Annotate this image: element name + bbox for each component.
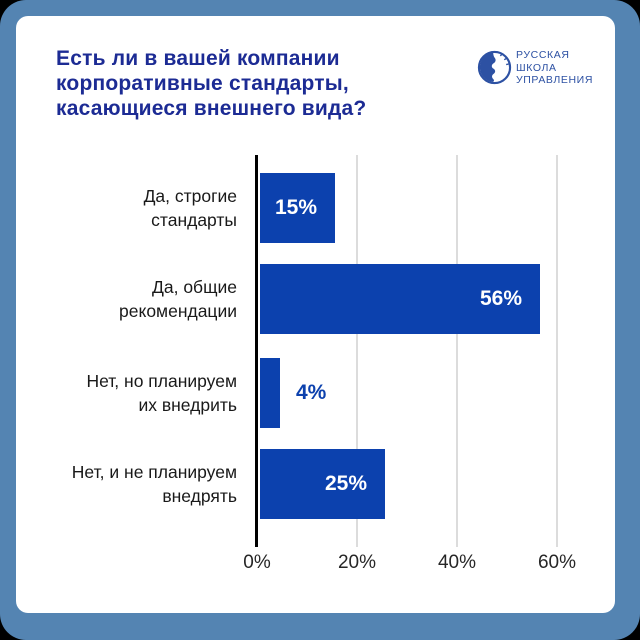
bar-value-label: 15%	[274, 196, 317, 219]
bar	[260, 358, 280, 428]
bar-value-label: 25%	[324, 472, 367, 495]
bar: 15%	[260, 173, 335, 243]
bar-chart: 0% 20% 40% 60% Да, строгие стандарты 15% Да, о…	[16, 16, 615, 613]
x-axis-tick-label: 40%	[437, 552, 477, 573]
gridline	[356, 155, 358, 547]
category-label: Нет, и не планируем внедрять	[71, 462, 237, 506]
category-label: Нет, но планируем их внедрить	[86, 371, 237, 415]
gridline	[456, 155, 458, 547]
bar: 25%	[260, 449, 385, 519]
brand-logo-text: РУССКАЯ ШКОЛА УПРАВЛЕНИЯ	[516, 49, 594, 86]
page-title: Есть ли в вашей компании корпоративные с…	[56, 47, 367, 120]
infographic-card: Есть ли в вашей компании корпоративные с…	[16, 16, 615, 613]
globe-logo-icon	[477, 51, 512, 85]
x-axis-tick-label: 60%	[537, 552, 577, 573]
gridline	[556, 155, 558, 547]
category-label: Да, общие рекомендации	[119, 277, 237, 321]
category-label: Да, строгие стандарты	[143, 186, 237, 230]
x-axis-tick-label: 20%	[337, 552, 377, 573]
x-axis-tick-label: 0%	[243, 552, 271, 573]
bar-value-label: 4%	[296, 381, 327, 404]
bar: 56%	[260, 264, 540, 334]
bar-value-label: 56%	[479, 287, 522, 310]
brand-logo: РУССКАЯ ШКОЛА УПРАВЛЕНИЯ	[477, 49, 593, 87]
y-axis-line	[255, 155, 258, 547]
